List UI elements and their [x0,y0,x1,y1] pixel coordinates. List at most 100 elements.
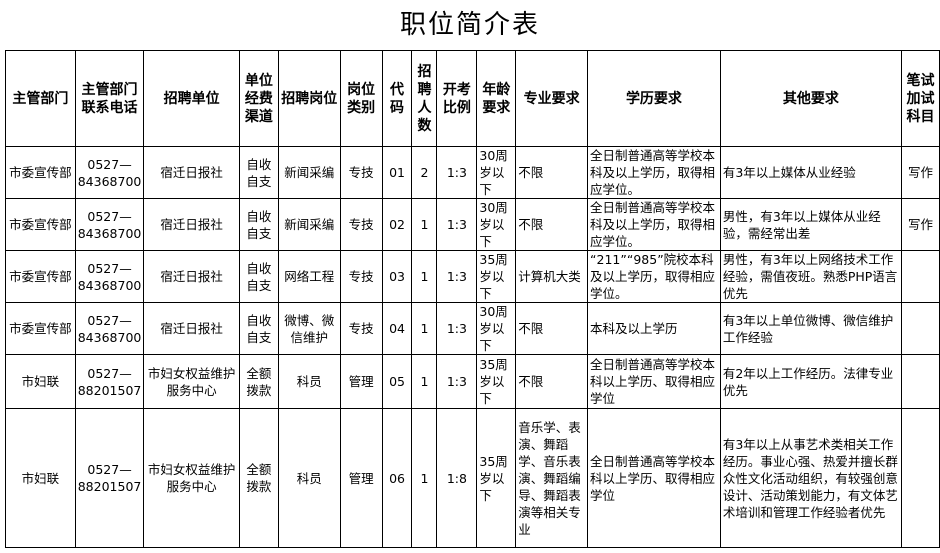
cell-funding: 自收自支 [238,198,279,251]
cell-unit: 宿迁日报社 [143,302,240,355]
cell-other: 有3年以上媒体从业经验 [719,146,903,199]
header-ratio: 开考比例 [436,50,478,147]
cell-position: 网络工程 [277,250,341,303]
cell-code: 05 [381,354,413,409]
cell-funding: 自收自支 [238,250,279,303]
cell-dept-phone: 0527—84368700 [74,302,145,355]
cell-major: 不限 [515,354,589,409]
header-unit: 招聘单位 [143,50,240,147]
cell-position: 科员 [277,354,341,409]
cell-position: 微博、微信维护 [277,302,341,355]
cell-position: 新闻采编 [277,198,341,251]
cell-dept: 市委宣传部 [5,146,76,199]
cell-other: 男性，有3年以上网络技术工作经验，需值夜班。熟悉PHP语言优先 [719,250,903,303]
cell-ratio: 1:3 [436,302,478,355]
table-row: 市委宣传部 0527—84368700 宿迁日报社 自收自支 网络工程 专技 03 1 1:3 3… [5,250,940,303]
cell-education: 全日制普通高等学校本科以上学历、取得相应学位 [587,408,721,548]
cell-exam [901,250,940,303]
cell-count: 2 [411,146,438,199]
position-table: 主管部门 主管部门联系电话 招聘单位 单位经费渠道 招聘岗位 岗位类别 代码 招聘人数 开考比例… [5,50,940,548]
cell-unit: 宿迁日报社 [143,198,240,251]
cell-ratio: 1:3 [436,354,478,409]
header-major: 专业要求 [515,50,589,147]
cell-count: 1 [411,198,438,251]
cell-count: 1 [411,408,438,548]
header-code: 代码 [381,50,413,147]
cell-unit: 宿迁日报社 [143,146,240,199]
cell-other: 有3年以上单位微博、微信维护工作经验 [719,302,903,355]
cell-position: 科员 [277,408,341,548]
table-row: 市委宣传部 0527—84368700 宿迁日报社 自收自支 新闻采编 专技 01 2 1:3 3… [5,146,940,199]
cell-dept: 市妇联 [5,408,76,548]
cell-funding: 自收自支 [238,146,279,199]
header-education: 学历要求 [587,50,721,147]
cell-dept: 市妇联 [5,354,76,409]
cell-education: 本科及以上学历 [587,302,721,355]
cell-ratio: 1:3 [436,198,478,251]
cell-other: 有2年以上工作经历。法律专业优先 [719,354,903,409]
cell-dept-phone: 0527—84368700 [74,250,145,303]
header-funding: 单位经费渠道 [238,50,279,147]
cell-dept: 市委宣传部 [5,198,76,251]
cell-ratio: 1:8 [436,408,478,548]
cell-dept: 市委宣传部 [5,302,76,355]
cell-funding: 自收自支 [238,302,279,355]
table-row: 市妇联 0527—88201507 市妇女权益维护服务中心 全额拨款 科员 管理 05 1 1:… [5,354,940,409]
cell-count: 1 [411,250,438,303]
header-dept-phone: 主管部门联系电话 [74,50,145,147]
cell-dept-phone: 0527—84368700 [74,198,145,251]
cell-category: 专技 [339,146,383,199]
cell-dept-phone: 0527—88201507 [74,354,145,409]
header-category: 岗位类别 [339,50,383,147]
cell-education: 全日制普通高等学校本科以上学历、取得相应学位 [587,354,721,409]
header-row: 主管部门 主管部门联系电话 招聘单位 单位经费渠道 招聘岗位 岗位类别 代码 招聘人数 开考比例… [5,50,940,147]
cell-count: 1 [411,302,438,355]
cell-code: 01 [381,146,413,199]
cell-unit: 宿迁日报社 [143,250,240,303]
cell-major: 不限 [515,146,589,199]
cell-code: 04 [381,302,413,355]
cell-code: 03 [381,250,413,303]
table-row: 市委宣传部 0527—84368700 宿迁日报社 自收自支 微博、微信维护 专技 04 1 1… [5,302,940,355]
cell-exam: 写作 [901,198,940,251]
table-row: 市委宣传部 0527—84368700 宿迁日报社 自收自支 新闻采编 专技 02 1 1:3 3… [5,198,940,251]
cell-count: 1 [411,354,438,409]
cell-other: 有3年以上从事艺术类相关工作经历。事业心强、热爱并擅长群众性文化活动组织，有较强… [719,408,903,548]
cell-major: 计算机大类 [515,250,589,303]
cell-code: 02 [381,198,413,251]
cell-education: “211”“985”院校本科及以上学历，取得相应学位。 [587,250,721,303]
cell-dept: 市委宣传部 [5,250,76,303]
cell-exam: 写作 [901,146,940,199]
cell-code: 06 [381,408,413,548]
cell-ratio: 1:3 [436,146,478,199]
cell-education: 全日制普通高等学校本科及以上学历，取得相应学位。 [587,146,721,199]
cell-major: 音乐学、表演、舞蹈学、音乐表演、舞蹈编导、舞蹈表演等相关专业 [515,408,589,548]
cell-funding: 全额拨款 [238,354,279,409]
cell-age: 30周岁以下 [476,146,517,199]
cell-exam [901,354,940,409]
cell-funding: 全额拨款 [238,408,279,548]
cell-major: 不限 [515,302,589,355]
page-title: 职位简介表 [399,10,540,40]
cell-category: 专技 [339,198,383,251]
cell-age: 35周岁以下 [476,354,517,409]
header-position: 招聘岗位 [277,50,341,147]
cell-category: 专技 [339,302,383,355]
header-exam: 笔试加试科目 [901,50,940,147]
cell-dept-phone: 0527—84368700 [74,146,145,199]
cell-age: 30周岁以下 [476,198,517,251]
cell-other: 男性，有3年以上媒体从业经验，需经常出差 [719,198,903,251]
cell-category: 管理 [339,354,383,409]
cell-age: 35周岁以下 [476,408,517,548]
cell-unit: 市妇女权益维护服务中心 [143,408,240,548]
cell-unit: 市妇女权益维护服务中心 [143,354,240,409]
cell-dept-phone: 0527—88201507 [74,408,145,548]
table-row: 市妇联 0527—88201507 市妇女权益维护服务中心 全额拨款 科员 管理 06 1 1:… [5,408,940,548]
cell-major: 不限 [515,198,589,251]
cell-position: 新闻采编 [277,146,341,199]
cell-education: 全日制普通高等学校本科及以上学历，取得相应学位。 [587,198,721,251]
cell-age: 35周岁以下 [476,250,517,303]
cell-ratio: 1:3 [436,250,478,303]
cell-exam [901,408,940,548]
header-age: 年龄要求 [476,50,517,147]
